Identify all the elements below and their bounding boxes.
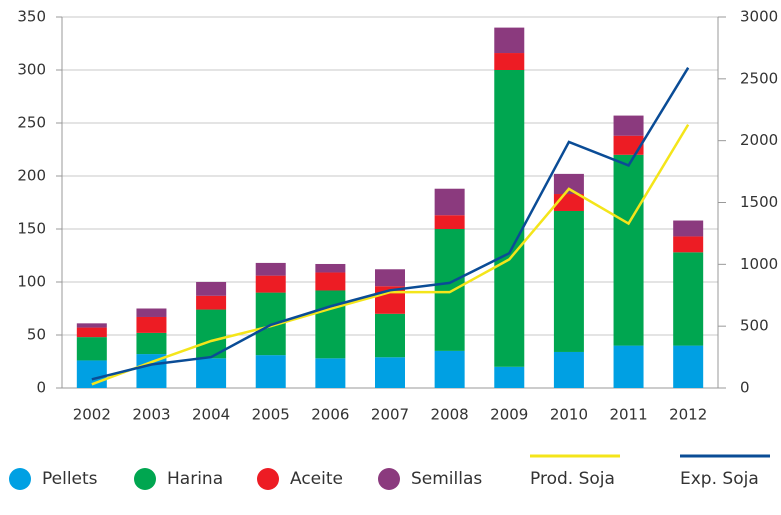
y2-tick-label: 3000 (740, 8, 778, 26)
bar-segment (494, 70, 525, 367)
y2-tick-label: 1000 (740, 255, 778, 273)
y2-tick-label: 1500 (740, 193, 778, 211)
bar-segment (255, 355, 286, 388)
x-tick-label: 2005 (252, 406, 290, 424)
legend-label: Harina (167, 469, 223, 489)
bar-segment (255, 275, 286, 293)
bar-segment (315, 263, 346, 273)
bar-segment (613, 345, 644, 388)
x-tick-label: 2010 (550, 406, 588, 424)
y-tick-label: 0 (36, 379, 46, 397)
y-tick-label: 150 (17, 220, 46, 238)
x-tick-label: 2012 (669, 406, 707, 424)
bar-segment (494, 366, 525, 388)
legend-swatch (134, 468, 156, 490)
bar-segment (613, 115, 644, 136)
legend-swatch (9, 468, 31, 490)
legend-swatch (378, 468, 400, 490)
bar-segment (494, 27, 525, 54)
bar-segment (255, 262, 286, 276)
bar-segment (136, 308, 167, 317)
series-line (91, 67, 690, 381)
bar-segment (434, 350, 465, 388)
y-tick-label: 250 (17, 114, 46, 132)
bar-segment (76, 327, 107, 338)
x-tick-label: 2006 (311, 406, 349, 424)
bar-segment (76, 323, 107, 328)
x-tick-label: 2007 (371, 406, 409, 424)
x-tick-label: 2008 (431, 406, 469, 424)
bar-segment (434, 188, 465, 216)
bar-segment (196, 358, 227, 388)
bar-segment (375, 269, 405, 287)
y2-tick-label: 2000 (740, 131, 778, 149)
y-tick-label: 350 (17, 8, 46, 26)
bar-segment (76, 337, 107, 361)
bar-segment (375, 357, 405, 388)
legend-swatch (257, 468, 279, 490)
bar-segment (553, 351, 584, 388)
bar-segment (553, 210, 584, 352)
bar-segment (136, 316, 167, 333)
y-tick-label: 300 (17, 61, 46, 79)
x-tick-label: 2009 (490, 406, 528, 424)
bar-segment (673, 345, 704, 388)
bar-segment (553, 173, 584, 195)
legend-label: Semillas (411, 469, 482, 489)
legend-label: Aceite (290, 469, 343, 489)
bar-segment (315, 272, 346, 291)
y-tick-label: 50 (27, 326, 46, 344)
bar-segment (196, 282, 227, 296)
bar-segment (673, 220, 704, 237)
y2-tick-label: 2500 (740, 69, 778, 87)
y2-tick-label: 500 (740, 317, 769, 335)
legend: Pellets Harina Aceite Semillas Prod. Soja Exp… (9, 454, 770, 490)
bar-segment (434, 215, 465, 229)
bar-segment (434, 229, 465, 351)
bar-segment (613, 135, 644, 155)
bar-segment (315, 358, 346, 388)
legend-label: Pellets (42, 469, 98, 489)
bar-segment (315, 290, 346, 359)
y-tick-label: 200 (17, 167, 46, 185)
bar-segment (673, 236, 704, 253)
x-tick-label: 2004 (192, 406, 230, 424)
bar-segment (196, 309, 227, 359)
bar-segment (494, 53, 525, 70)
x-tick-label: 2002 (73, 406, 111, 424)
y2-tick-label: 0 (740, 379, 750, 397)
bar-segment (673, 252, 704, 346)
legend-label: Prod. Soja (530, 469, 615, 489)
bar-segment (196, 295, 227, 310)
series-line (91, 123, 690, 386)
legend-label: Exp. Soja (680, 469, 759, 489)
x-tick-label: 2011 (609, 406, 647, 424)
y-tick-label: 100 (17, 273, 46, 291)
bar-segment (136, 332, 167, 355)
bar-segment (613, 154, 644, 346)
bar-segment (375, 313, 405, 358)
x-tick-label: 2003 (132, 406, 170, 424)
